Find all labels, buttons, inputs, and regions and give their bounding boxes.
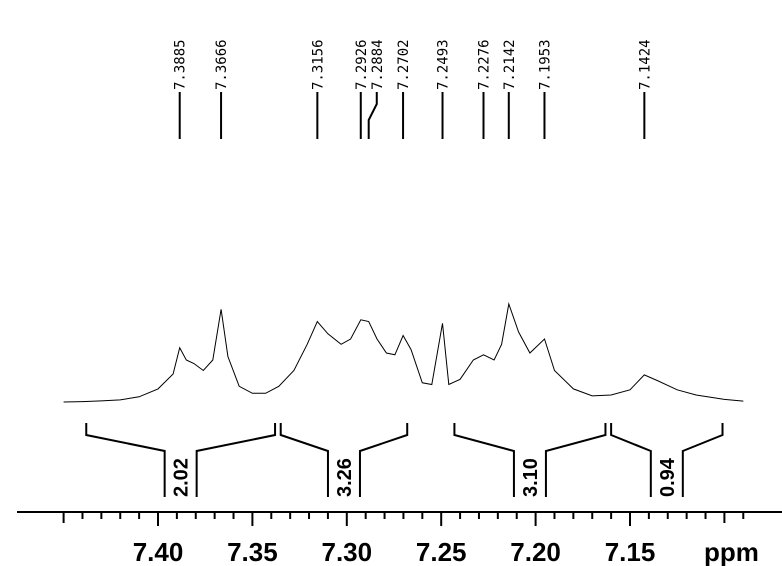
x-tick-label: 7.40 (133, 537, 184, 566)
integral-value: 0.94 (657, 457, 679, 497)
integral-brackets: 2.02 3.26 3.10 0.94 (85, 423, 724, 497)
x-axis-title: ppm (704, 537, 759, 566)
peak-label: 7.3885 (173, 39, 189, 90)
peak-label: 7.2702 (396, 39, 412, 90)
integral-bracket-line (610, 423, 724, 497)
peak-labels: 7.3885 7.3666 7.3156 7.2926 7.2884 7.2702 7.24… (173, 39, 654, 90)
peak-label: 7.2493 (436, 39, 452, 90)
integral-bracket: 2.02 (85, 423, 277, 497)
integral-value: 3.26 (334, 458, 356, 497)
integral-bracket-line (453, 423, 607, 497)
peak-marker (367, 92, 378, 139)
peak-label: 7.2276 (476, 39, 492, 90)
integral-value: 2.02 (171, 458, 193, 497)
peak-label: 7.2142 (502, 39, 518, 90)
peak-label: 7.2884 (370, 39, 386, 90)
peak-label: 7.1424 (637, 39, 653, 90)
x-axis-ticks: 7.40 7.35 7.30 7.25 7.20 7.15 (62, 512, 745, 566)
peak-label: 7.3156 (310, 39, 326, 90)
integral-value: 3.10 (520, 458, 542, 497)
integral-bracket-line (85, 423, 277, 497)
x-tick-label: 7.15 (605, 537, 656, 566)
x-tick-label: 7.30 (321, 537, 372, 566)
x-tick-label: 7.20 (510, 537, 561, 566)
integral-bracket: 3.26 (279, 423, 409, 497)
x-tick-label: 7.35 (227, 537, 278, 566)
peak-label: 7.1953 (537, 39, 553, 90)
x-tick-label: 7.25 (416, 537, 467, 566)
integral-bracket: 3.10 (453, 423, 607, 497)
peak-markers (178, 92, 646, 139)
peak-label: 7.2926 (354, 39, 370, 90)
spectrum-line (63, 302, 744, 403)
integral-bracket: 0.94 (610, 423, 724, 497)
peak-label: 7.3666 (214, 39, 230, 90)
integral-bracket-line (279, 423, 409, 497)
